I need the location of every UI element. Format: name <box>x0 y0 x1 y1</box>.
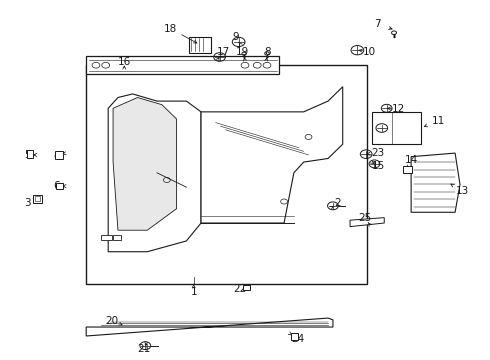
Text: 19: 19 <box>236 46 249 57</box>
Text: 21: 21 <box>138 344 151 354</box>
Text: 22: 22 <box>233 284 246 294</box>
Text: 24: 24 <box>291 333 304 343</box>
Text: 2: 2 <box>335 198 341 208</box>
Bar <box>101 235 112 240</box>
Bar <box>113 235 121 240</box>
Polygon shape <box>411 153 460 212</box>
Bar <box>292 333 298 340</box>
Bar <box>55 151 63 159</box>
Text: 11: 11 <box>431 116 444 126</box>
Polygon shape <box>201 87 343 223</box>
Text: 3: 3 <box>24 198 31 208</box>
Text: 16: 16 <box>118 57 131 67</box>
Bar <box>35 196 40 201</box>
Bar <box>33 195 42 203</box>
Bar <box>27 150 33 158</box>
Text: 18: 18 <box>164 24 177 34</box>
Text: 20: 20 <box>105 316 119 325</box>
Text: 7: 7 <box>373 19 380 29</box>
Text: 17: 17 <box>217 46 230 57</box>
Bar <box>372 112 421 144</box>
Polygon shape <box>86 318 333 336</box>
Text: 4: 4 <box>53 150 60 161</box>
Text: 15: 15 <box>372 161 385 171</box>
Text: 6: 6 <box>53 181 60 191</box>
Bar <box>56 183 63 189</box>
Text: 23: 23 <box>371 148 385 158</box>
Polygon shape <box>108 94 201 252</box>
Text: 14: 14 <box>405 154 418 165</box>
Text: 25: 25 <box>358 213 371 222</box>
Bar <box>86 65 367 284</box>
Text: 1: 1 <box>191 287 197 297</box>
Text: 5: 5 <box>24 150 31 160</box>
Text: 9: 9 <box>232 32 239 42</box>
Polygon shape <box>350 218 384 226</box>
Bar <box>86 56 279 74</box>
Text: 13: 13 <box>456 186 469 197</box>
Bar <box>189 37 211 53</box>
Bar <box>403 166 412 173</box>
Bar <box>243 285 250 291</box>
Text: 10: 10 <box>363 46 376 57</box>
Text: 8: 8 <box>265 46 271 57</box>
Polygon shape <box>113 98 176 230</box>
Text: 12: 12 <box>392 104 406 114</box>
